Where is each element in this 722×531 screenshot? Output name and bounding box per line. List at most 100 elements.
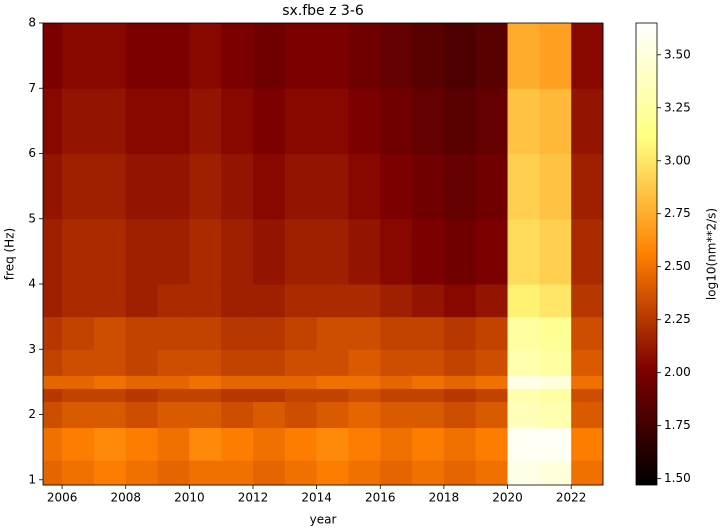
heat-cell bbox=[93, 375, 127, 389]
heat-cell bbox=[571, 375, 604, 389]
heat-cell bbox=[284, 153, 318, 220]
heat-cell bbox=[253, 284, 286, 318]
heat-cell bbox=[43, 23, 63, 89]
heat-cell bbox=[348, 88, 381, 155]
heat-cell bbox=[189, 23, 222, 89]
heat-cell bbox=[125, 284, 159, 318]
colorbar bbox=[635, 22, 658, 486]
heat-cell bbox=[443, 153, 477, 220]
heat-cell bbox=[475, 316, 509, 350]
heat-cell bbox=[157, 88, 190, 155]
x-tick-label: 2006 bbox=[47, 491, 78, 505]
heat-cell bbox=[157, 401, 190, 429]
heat-cell bbox=[412, 460, 445, 486]
heat-cell bbox=[507, 316, 540, 350]
heat-cell bbox=[348, 153, 381, 220]
heat-cell bbox=[221, 388, 254, 402]
colorbar-tick-label: 2.00 bbox=[664, 365, 691, 379]
heat-cell bbox=[253, 427, 286, 461]
heat-cell bbox=[507, 427, 540, 461]
heat-cell bbox=[316, 388, 349, 402]
heat-cell bbox=[125, 460, 159, 486]
heat-cell bbox=[507, 153, 540, 220]
heat-cell bbox=[507, 218, 540, 285]
colorbar-tick-label: 3.00 bbox=[664, 153, 691, 167]
heat-cell bbox=[62, 316, 95, 350]
heat-cell bbox=[475, 284, 509, 318]
heat-cell bbox=[348, 349, 381, 376]
heat-cell bbox=[539, 388, 572, 402]
heat-cell bbox=[93, 401, 127, 429]
colorbar-tick-label: 2.25 bbox=[664, 312, 691, 326]
heat-cell bbox=[380, 401, 413, 429]
heat-cell bbox=[253, 88, 286, 155]
heat-cell bbox=[507, 460, 540, 486]
heat-cell bbox=[316, 153, 349, 220]
heat-cell bbox=[316, 401, 349, 429]
heat-cell bbox=[189, 284, 222, 318]
heat-cell bbox=[571, 284, 604, 318]
heat-cell bbox=[316, 284, 349, 318]
heat-cell bbox=[221, 284, 254, 318]
heat-cell bbox=[93, 218, 127, 285]
heat-cell bbox=[380, 153, 413, 220]
heat-cell bbox=[43, 284, 63, 318]
heat-cell bbox=[507, 375, 540, 389]
colorbar-tick-label: 3.50 bbox=[664, 47, 691, 61]
heat-cell bbox=[316, 316, 349, 350]
heat-cell bbox=[316, 88, 349, 155]
heat-cell bbox=[507, 23, 540, 89]
heat-cell bbox=[189, 88, 222, 155]
heat-cell bbox=[93, 153, 127, 220]
heat-cell bbox=[571, 427, 604, 461]
y-tick-label: 3 bbox=[28, 342, 36, 356]
heat-cell bbox=[348, 427, 381, 461]
heat-cell bbox=[221, 401, 254, 429]
heat-cell bbox=[253, 23, 286, 89]
colorbar-tick-label: 2.75 bbox=[664, 206, 691, 220]
heat-cell bbox=[221, 88, 254, 155]
heat-cell bbox=[443, 316, 477, 350]
y-tick-label: 7 bbox=[28, 81, 36, 95]
heat-cell bbox=[348, 284, 381, 318]
heat-cell bbox=[443, 88, 477, 155]
heat-cell bbox=[571, 153, 604, 220]
heat-cell bbox=[62, 349, 95, 376]
heat-cell bbox=[253, 388, 286, 402]
x-tick-label: 2018 bbox=[429, 491, 460, 505]
heat-cell bbox=[539, 460, 572, 486]
heat-cell bbox=[475, 427, 509, 461]
heat-cell bbox=[539, 401, 572, 429]
y-axis-label: freq (Hz) bbox=[3, 228, 17, 280]
heat-cell bbox=[443, 388, 477, 402]
heat-cell bbox=[157, 284, 190, 318]
heat-cell bbox=[93, 460, 127, 486]
heat-cell bbox=[539, 316, 572, 350]
heat-cell bbox=[43, 153, 63, 220]
heat-cell bbox=[571, 460, 604, 486]
chart-title: sx.fbe z 3-6 bbox=[282, 3, 364, 19]
x-tick-label: 2014 bbox=[301, 491, 332, 505]
heat-cell bbox=[507, 349, 540, 376]
heat-cell bbox=[157, 218, 190, 285]
heat-cell bbox=[412, 316, 445, 350]
heat-cell bbox=[221, 218, 254, 285]
heat-cell bbox=[125, 218, 159, 285]
heat-cell bbox=[189, 153, 222, 220]
x-axis-label: year bbox=[310, 513, 337, 527]
heat-cell bbox=[253, 460, 286, 486]
heat-cell bbox=[348, 316, 381, 350]
heat-cell bbox=[125, 23, 159, 89]
heat-cell bbox=[43, 460, 63, 486]
y-tick-label: 2 bbox=[28, 407, 36, 421]
y-tick-label: 4 bbox=[28, 277, 36, 291]
heat-cell bbox=[43, 388, 63, 402]
heat-cell bbox=[189, 388, 222, 402]
heat-cell bbox=[443, 284, 477, 318]
x-tick-label: 2010 bbox=[174, 491, 205, 505]
heat-cell bbox=[316, 460, 349, 486]
heat-cell bbox=[253, 375, 286, 389]
heat-cell bbox=[62, 218, 95, 285]
